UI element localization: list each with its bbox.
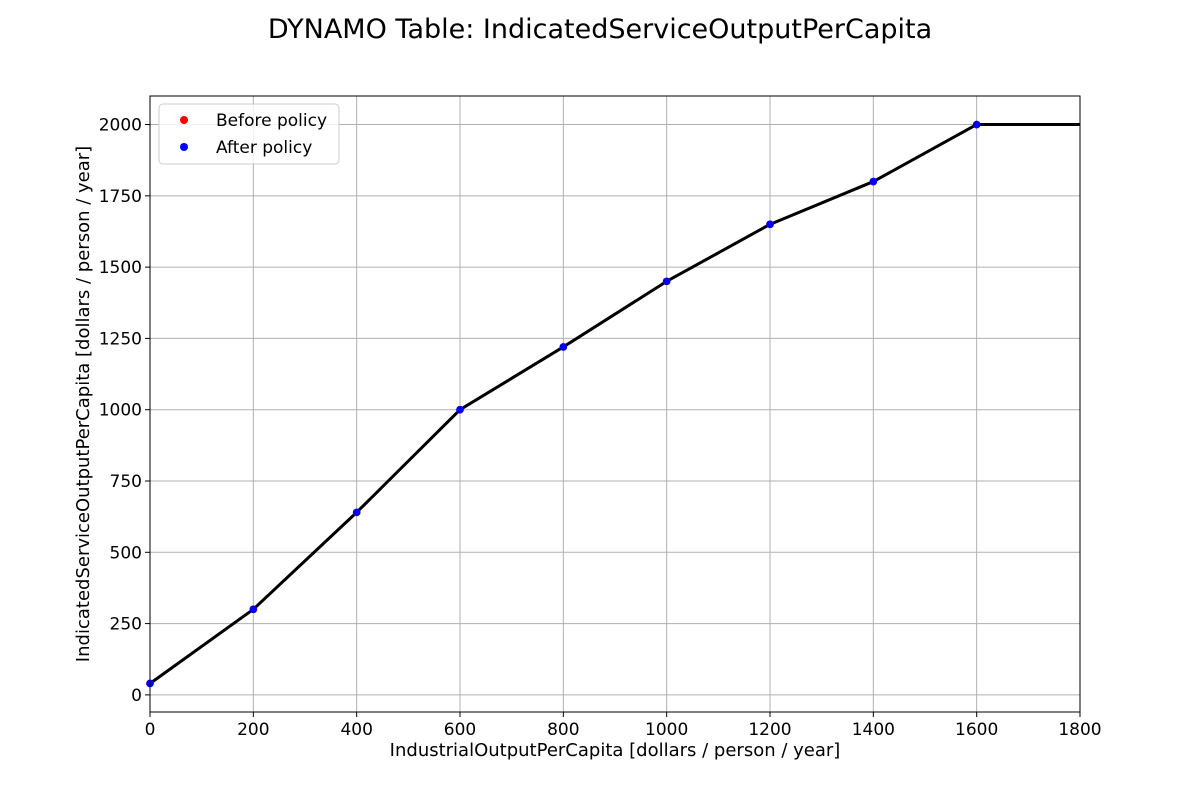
y-tick-label: 750 [110,472,142,492]
legend-marker-before-policy [180,116,188,124]
x-tick-label: 1200 [748,720,791,740]
x-axis-ticks: 0 200 400 600 800 1000 1200 1400 1600 1800 [145,712,1102,740]
y-tick-label: 1750 [99,187,142,207]
point-after-policy [559,343,568,351]
legend-marker-after-policy [180,143,188,151]
point-after-policy [662,277,671,286]
x-axis-label: IndustrialOutputPerCapita [dollars / per… [390,740,841,761]
plot-area [146,120,1080,688]
plot-frame [149,95,1081,713]
x-tick-label: 1600 [955,720,998,740]
legend-label-after-policy: After policy [216,138,312,158]
y-tick-label: 250 [110,615,142,635]
point-after-policy [249,605,258,614]
legend-box [158,103,340,165]
point-after-policy [869,177,878,186]
legend: Before policy After policy [158,103,340,165]
point-after-policy [456,405,464,414]
y-tick-label: 500 [110,543,142,563]
y-tick-label: 0 [131,686,142,706]
x-tick-label: 400 [340,720,372,740]
point-after-policy [972,120,981,129]
y-tick-label: 1000 [99,401,142,421]
x-tick-label: 0 [145,720,156,740]
y-tick-label: 2000 [99,116,142,136]
x-tick-label: 200 [237,720,269,740]
chart-title: DYNAMO Table: IndicatedServiceOutputPerC… [268,14,932,45]
x-tick-label: 1400 [852,720,895,740]
legend-label-before-policy: Before policy [216,111,327,131]
point-after-policy [352,508,361,517]
table-curve-line [149,123,1080,685]
x-tick-label: 800 [547,720,579,740]
y-axis-label: IndicatedServiceOutputPerCapita [dollars… [73,146,94,662]
x-tick-label: 1800 [1058,720,1101,740]
y-tick-label: 1500 [99,258,142,278]
y-tick-label: 1250 [99,329,142,349]
y-axis-ticks: 0 250 500 750 1000 1250 1500 1750 2000 [99,116,150,706]
x-tick-label: 600 [444,720,476,740]
x-tick-label: 1000 [645,720,688,740]
grid-lines [149,96,1081,712]
point-after-policy [766,220,774,229]
